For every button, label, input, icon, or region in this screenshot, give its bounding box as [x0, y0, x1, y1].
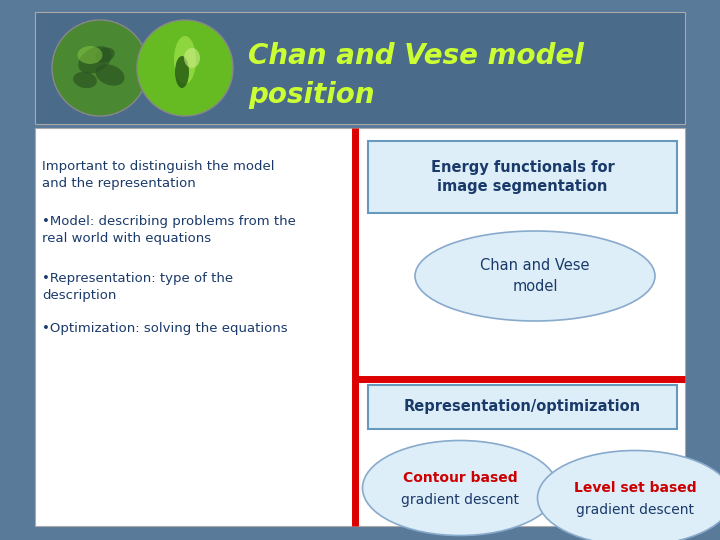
Ellipse shape [78, 46, 102, 64]
Circle shape [52, 20, 148, 116]
Text: Contour based: Contour based [402, 471, 517, 485]
Text: Energy functionals for
image segmentation: Energy functionals for image segmentatio… [431, 160, 614, 194]
Ellipse shape [78, 46, 112, 74]
Text: Chan and Vese
model: Chan and Vese model [480, 258, 590, 294]
Ellipse shape [175, 56, 189, 88]
FancyBboxPatch shape [35, 128, 685, 526]
Text: Chan and Vese model: Chan and Vese model [248, 42, 584, 70]
Text: gradient descent: gradient descent [576, 503, 694, 517]
Ellipse shape [415, 231, 655, 321]
Ellipse shape [96, 64, 125, 86]
Ellipse shape [362, 441, 557, 536]
Text: Level set based: Level set based [574, 481, 696, 495]
Text: Important to distinguish the model
and the representation: Important to distinguish the model and t… [42, 160, 274, 190]
Text: •Optimization: solving the equations: •Optimization: solving the equations [42, 322, 287, 335]
FancyBboxPatch shape [368, 141, 677, 213]
Text: Representation/optimization: Representation/optimization [404, 400, 641, 415]
Ellipse shape [538, 450, 720, 540]
Text: •Representation: type of the
description: •Representation: type of the description [42, 272, 233, 302]
FancyBboxPatch shape [368, 385, 677, 429]
FancyBboxPatch shape [35, 12, 685, 124]
Ellipse shape [95, 48, 114, 63]
Text: gradient descent: gradient descent [401, 493, 519, 507]
Circle shape [137, 20, 233, 116]
Text: position: position [248, 81, 374, 109]
Ellipse shape [184, 48, 200, 68]
Ellipse shape [73, 72, 97, 88]
Text: •Model: describing problems from the
real world with equations: •Model: describing problems from the rea… [42, 215, 296, 245]
Ellipse shape [174, 36, 196, 84]
